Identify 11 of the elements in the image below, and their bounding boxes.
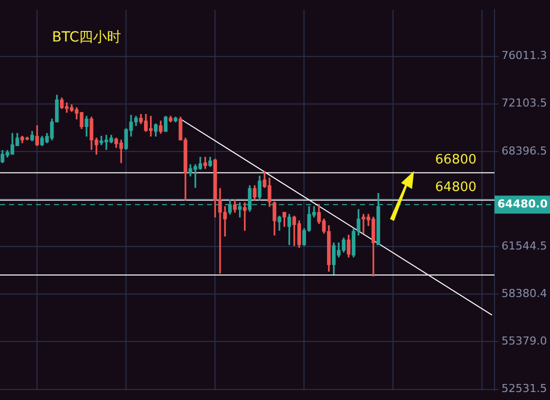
y-tick-label: 52531.5 (502, 382, 548, 396)
y-tick-label: 72103.5 (502, 96, 548, 110)
y-tick-label: 76011.3 (502, 49, 548, 62)
y-tick-label: 61544.5 (502, 239, 548, 252)
ref-line-label: 64800 (435, 180, 477, 195)
y-tick-label: 58380.4 (502, 286, 548, 300)
text: BTC四小时 (52, 30, 122, 46)
ref-line-label: 64480.0 (498, 197, 548, 210)
y-tick-label: 68396.5 (502, 144, 548, 158)
ref-line-label: 66800 (435, 152, 477, 168)
y-tick-label: 55379.0 (502, 334, 548, 348)
